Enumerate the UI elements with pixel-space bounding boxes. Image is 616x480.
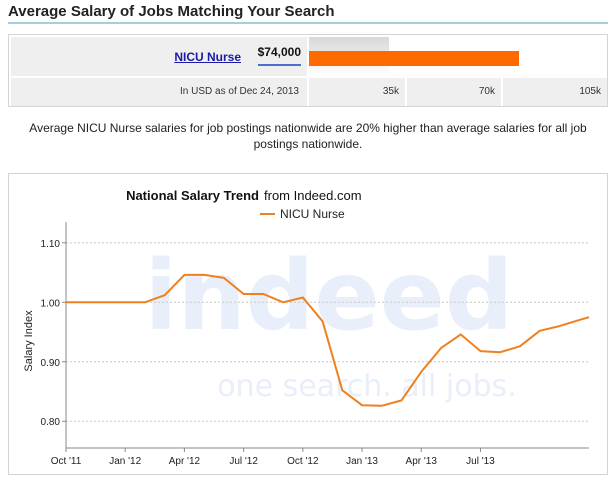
watermark-brand: indeed bbox=[145, 240, 514, 352]
scale-tick-label: 105k bbox=[579, 86, 601, 97]
chart-title-suffix: from Indeed.com bbox=[264, 188, 362, 203]
currency-note-cell: In USD as of Dec 24, 2013 bbox=[11, 78, 307, 106]
job-title-link[interactable]: NICU Nurse bbox=[174, 50, 241, 64]
page-heading: Average Salary of Jobs Matching Your Sea… bbox=[8, 3, 335, 20]
salary-bar bbox=[309, 51, 520, 66]
series-line-nicu-nurse bbox=[66, 273, 590, 407]
chart-title: National Salary Trend bbox=[126, 188, 259, 203]
scale-cell-105k: 105k bbox=[503, 78, 607, 106]
salary-underline bbox=[258, 64, 301, 66]
watermark-tagline: one search. all jobs. bbox=[217, 369, 517, 404]
grid-layer bbox=[66, 242, 589, 422]
y-tick-label: 0.80 bbox=[41, 417, 61, 428]
y-axis-label: Salary Index bbox=[23, 310, 35, 372]
scale-cell-70k: 70k bbox=[407, 78, 501, 106]
scale-cell-35k: 35k bbox=[309, 78, 405, 106]
job-title-cell: NICU Nurse $74,000 bbox=[11, 37, 307, 76]
heading-divider bbox=[8, 22, 608, 24]
scale-tick-label: 70k bbox=[478, 86, 495, 97]
currency-note: In USD as of Dec 24, 2013 bbox=[180, 86, 299, 97]
x-tick-label: Oct '12 bbox=[287, 456, 319, 467]
salary-summary-box: NICU Nurse $74,000 In USD as of Dec 24, … bbox=[8, 34, 608, 107]
x-tick-label: Jul '12 bbox=[229, 456, 258, 467]
salary-value: $74,000 bbox=[257, 45, 301, 59]
y-tick-label: 1.10 bbox=[41, 239, 61, 250]
salary-bar-cell bbox=[309, 37, 607, 76]
x-tick-label: Jan '13 bbox=[346, 456, 378, 467]
salary-trend-chart: indeed one search. all jobs. National Sa… bbox=[8, 173, 608, 475]
chart-canvas: indeed one search. all jobs. National Sa… bbox=[23, 188, 590, 467]
x-tick-label: Jan '12 bbox=[109, 456, 141, 467]
legend-label: NICU Nurse bbox=[280, 207, 345, 221]
y-tick-label: 0.90 bbox=[41, 358, 61, 369]
scale-tick-label: 35k bbox=[382, 86, 399, 97]
x-tick-label: Oct '11 bbox=[51, 456, 82, 467]
axis-layer: 0.80 0.90 1.00 1.10 Oct '11 Jan '12 Apr '12 Jul… bbox=[41, 222, 589, 467]
indeed-watermark: indeed one search. all jobs. bbox=[145, 240, 517, 404]
x-tick-label: Apr '13 bbox=[406, 456, 438, 467]
y-tick-label: 1.00 bbox=[41, 298, 61, 309]
x-tick-label: Jul '13 bbox=[466, 456, 495, 467]
x-tick-label: Apr '12 bbox=[169, 456, 201, 467]
salary-comparison-text: Average NICU Nurse salaries for job post… bbox=[29, 121, 587, 151]
